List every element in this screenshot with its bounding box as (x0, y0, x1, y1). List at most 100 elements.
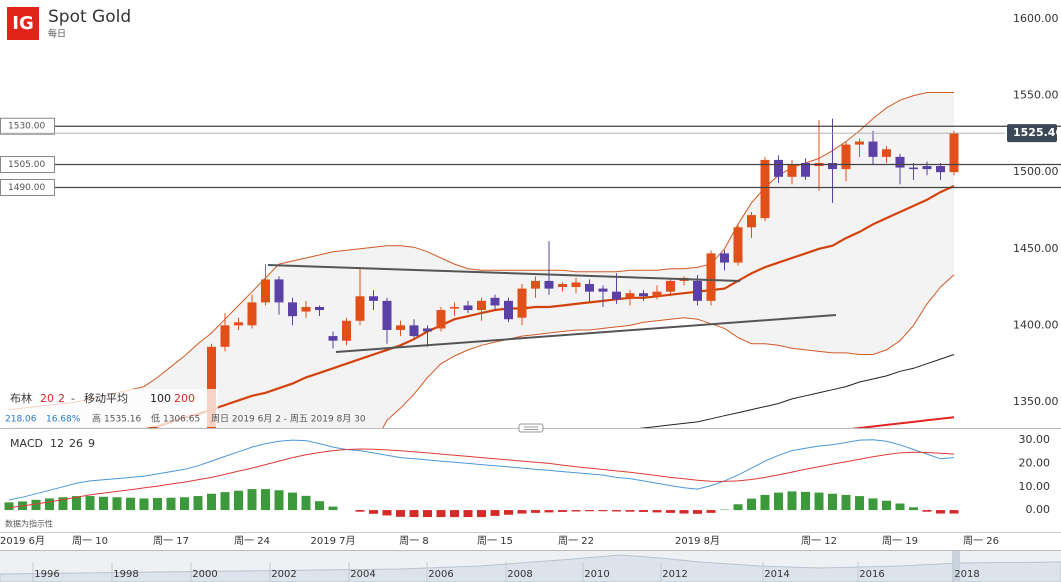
histogram-bar (220, 492, 230, 511)
histogram-bar (328, 506, 338, 511)
x-tick-label: 周一 26 (963, 535, 999, 547)
candle-body (868, 141, 878, 157)
candle-body (463, 305, 473, 311)
candle-body (571, 282, 581, 288)
macd-line (8, 439, 955, 501)
trend-line[interactable] (335, 314, 837, 353)
legend-param[interactable]: 100 (150, 392, 171, 405)
histogram-bar (733, 504, 743, 511)
histogram-bar (531, 510, 540, 513)
histogram-bar (180, 497, 189, 511)
y-tick-label: 1550.00 (1013, 89, 1059, 102)
histogram-bar (288, 492, 297, 511)
histogram-bar (477, 510, 486, 518)
x-tick-label: 周一 24 (234, 535, 270, 547)
y-tick-label: 0.00 (1026, 503, 1051, 516)
candle-body (531, 280, 540, 289)
candle-body (693, 280, 702, 301)
candle-body (328, 336, 338, 341)
change-pct: 16.68% (46, 415, 81, 425)
macd-param: 12 (50, 437, 64, 450)
candle-body (436, 310, 446, 329)
candle-body (909, 167, 918, 170)
indicator-line (382, 274, 955, 428)
navigator-year: 2008 (507, 569, 532, 580)
macd-param: 9 (88, 437, 95, 450)
legend-param[interactable]: 2 (58, 392, 65, 405)
candle-body (382, 300, 392, 330)
indicator-line (850, 416, 955, 428)
legend-param[interactable]: 20 (40, 392, 54, 405)
navigator-window[interactable] (952, 551, 960, 582)
x-tick-label: 周一 19 (882, 535, 918, 547)
candle-body (936, 166, 945, 173)
histogram-bar (193, 496, 203, 511)
resize-handle[interactable] (518, 423, 544, 433)
histogram-bar (85, 496, 95, 511)
histogram-bar (598, 510, 608, 512)
histogram-bar (625, 510, 635, 512)
price-line-label: 1530.00 (8, 122, 45, 132)
candle-body (585, 284, 594, 292)
y-tick-label: 1500.00 (1013, 165, 1059, 178)
histogram-bar (247, 489, 257, 511)
disclaimer: 数据为指示性 (5, 519, 53, 529)
navigator-year: 2016 (859, 569, 884, 580)
histogram-bar (936, 510, 945, 514)
histogram-bar (234, 490, 243, 511)
title: Spot Gold (48, 7, 131, 27)
high-value: 1535.16 (104, 415, 141, 425)
candle-body (220, 325, 230, 347)
candle-body (369, 296, 378, 301)
candle-body (949, 133, 959, 173)
histogram-bar (207, 493, 216, 511)
histogram-bar (787, 491, 797, 511)
navigator-year: 2012 (662, 569, 687, 580)
histogram-bar (828, 493, 837, 511)
candle-body (558, 284, 567, 288)
histogram-bar (450, 510, 459, 518)
navigator-year: 2010 (584, 569, 609, 580)
histogram-bar (949, 510, 959, 514)
histogram-bar (774, 492, 783, 511)
histogram-bar (571, 510, 581, 512)
y-tick-label: 1450.00 (1013, 242, 1059, 255)
candle-body (720, 253, 729, 263)
candle-body (612, 291, 621, 300)
candle-body (234, 322, 243, 326)
histogram-bar (139, 498, 149, 511)
histogram-bar (58, 497, 68, 511)
histogram-bar (166, 497, 176, 511)
price-line-tag (0, 178, 55, 196)
histogram-bar (153, 497, 162, 511)
histogram-bar (882, 500, 891, 511)
histogram-bar (112, 497, 122, 511)
histogram-bar (612, 510, 621, 512)
price-line-label: 1505.00 (8, 160, 45, 170)
macd-title: MACD (10, 437, 43, 450)
legend-param[interactable]: 200 (174, 392, 195, 405)
histogram-bar (31, 499, 41, 511)
candle-body (274, 279, 284, 303)
candle-body (261, 279, 270, 303)
navigator-year: 2000 (192, 569, 217, 580)
navigator-year: 2002 (271, 569, 296, 580)
low-label: 低 (151, 413, 160, 425)
macd-panel (4, 439, 959, 518)
candle-body (355, 296, 365, 321)
x-tick-label: 2019 8月 (675, 535, 720, 547)
histogram-bar (517, 510, 527, 514)
candle-body (207, 346, 216, 428)
trend-line[interactable] (267, 264, 741, 282)
histogram-bar (423, 510, 432, 518)
histogram-bar (706, 510, 716, 513)
candle-body (625, 293, 635, 298)
candle-body (666, 280, 675, 292)
last-price-label: 1525.46 (1013, 126, 1061, 139)
histogram-bar (396, 510, 405, 517)
histogram-bar (868, 498, 878, 511)
histogram-bar (315, 501, 324, 511)
candle-body (828, 162, 837, 170)
legend-box (3, 389, 218, 427)
histogram-bar (126, 497, 135, 511)
